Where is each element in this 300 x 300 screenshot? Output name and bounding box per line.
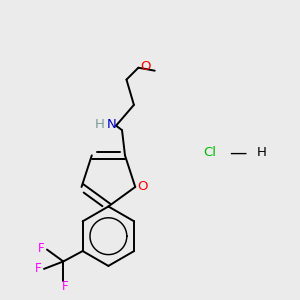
Text: H: H [256, 146, 266, 160]
Text: H: H [95, 118, 105, 131]
Text: O: O [137, 181, 148, 194]
Text: F: F [38, 242, 45, 255]
Text: O: O [140, 60, 151, 73]
Text: F: F [61, 280, 68, 293]
Text: Cl: Cl [203, 146, 216, 160]
Text: —: — [229, 144, 246, 162]
Text: F: F [35, 262, 41, 275]
Text: N: N [107, 118, 116, 131]
